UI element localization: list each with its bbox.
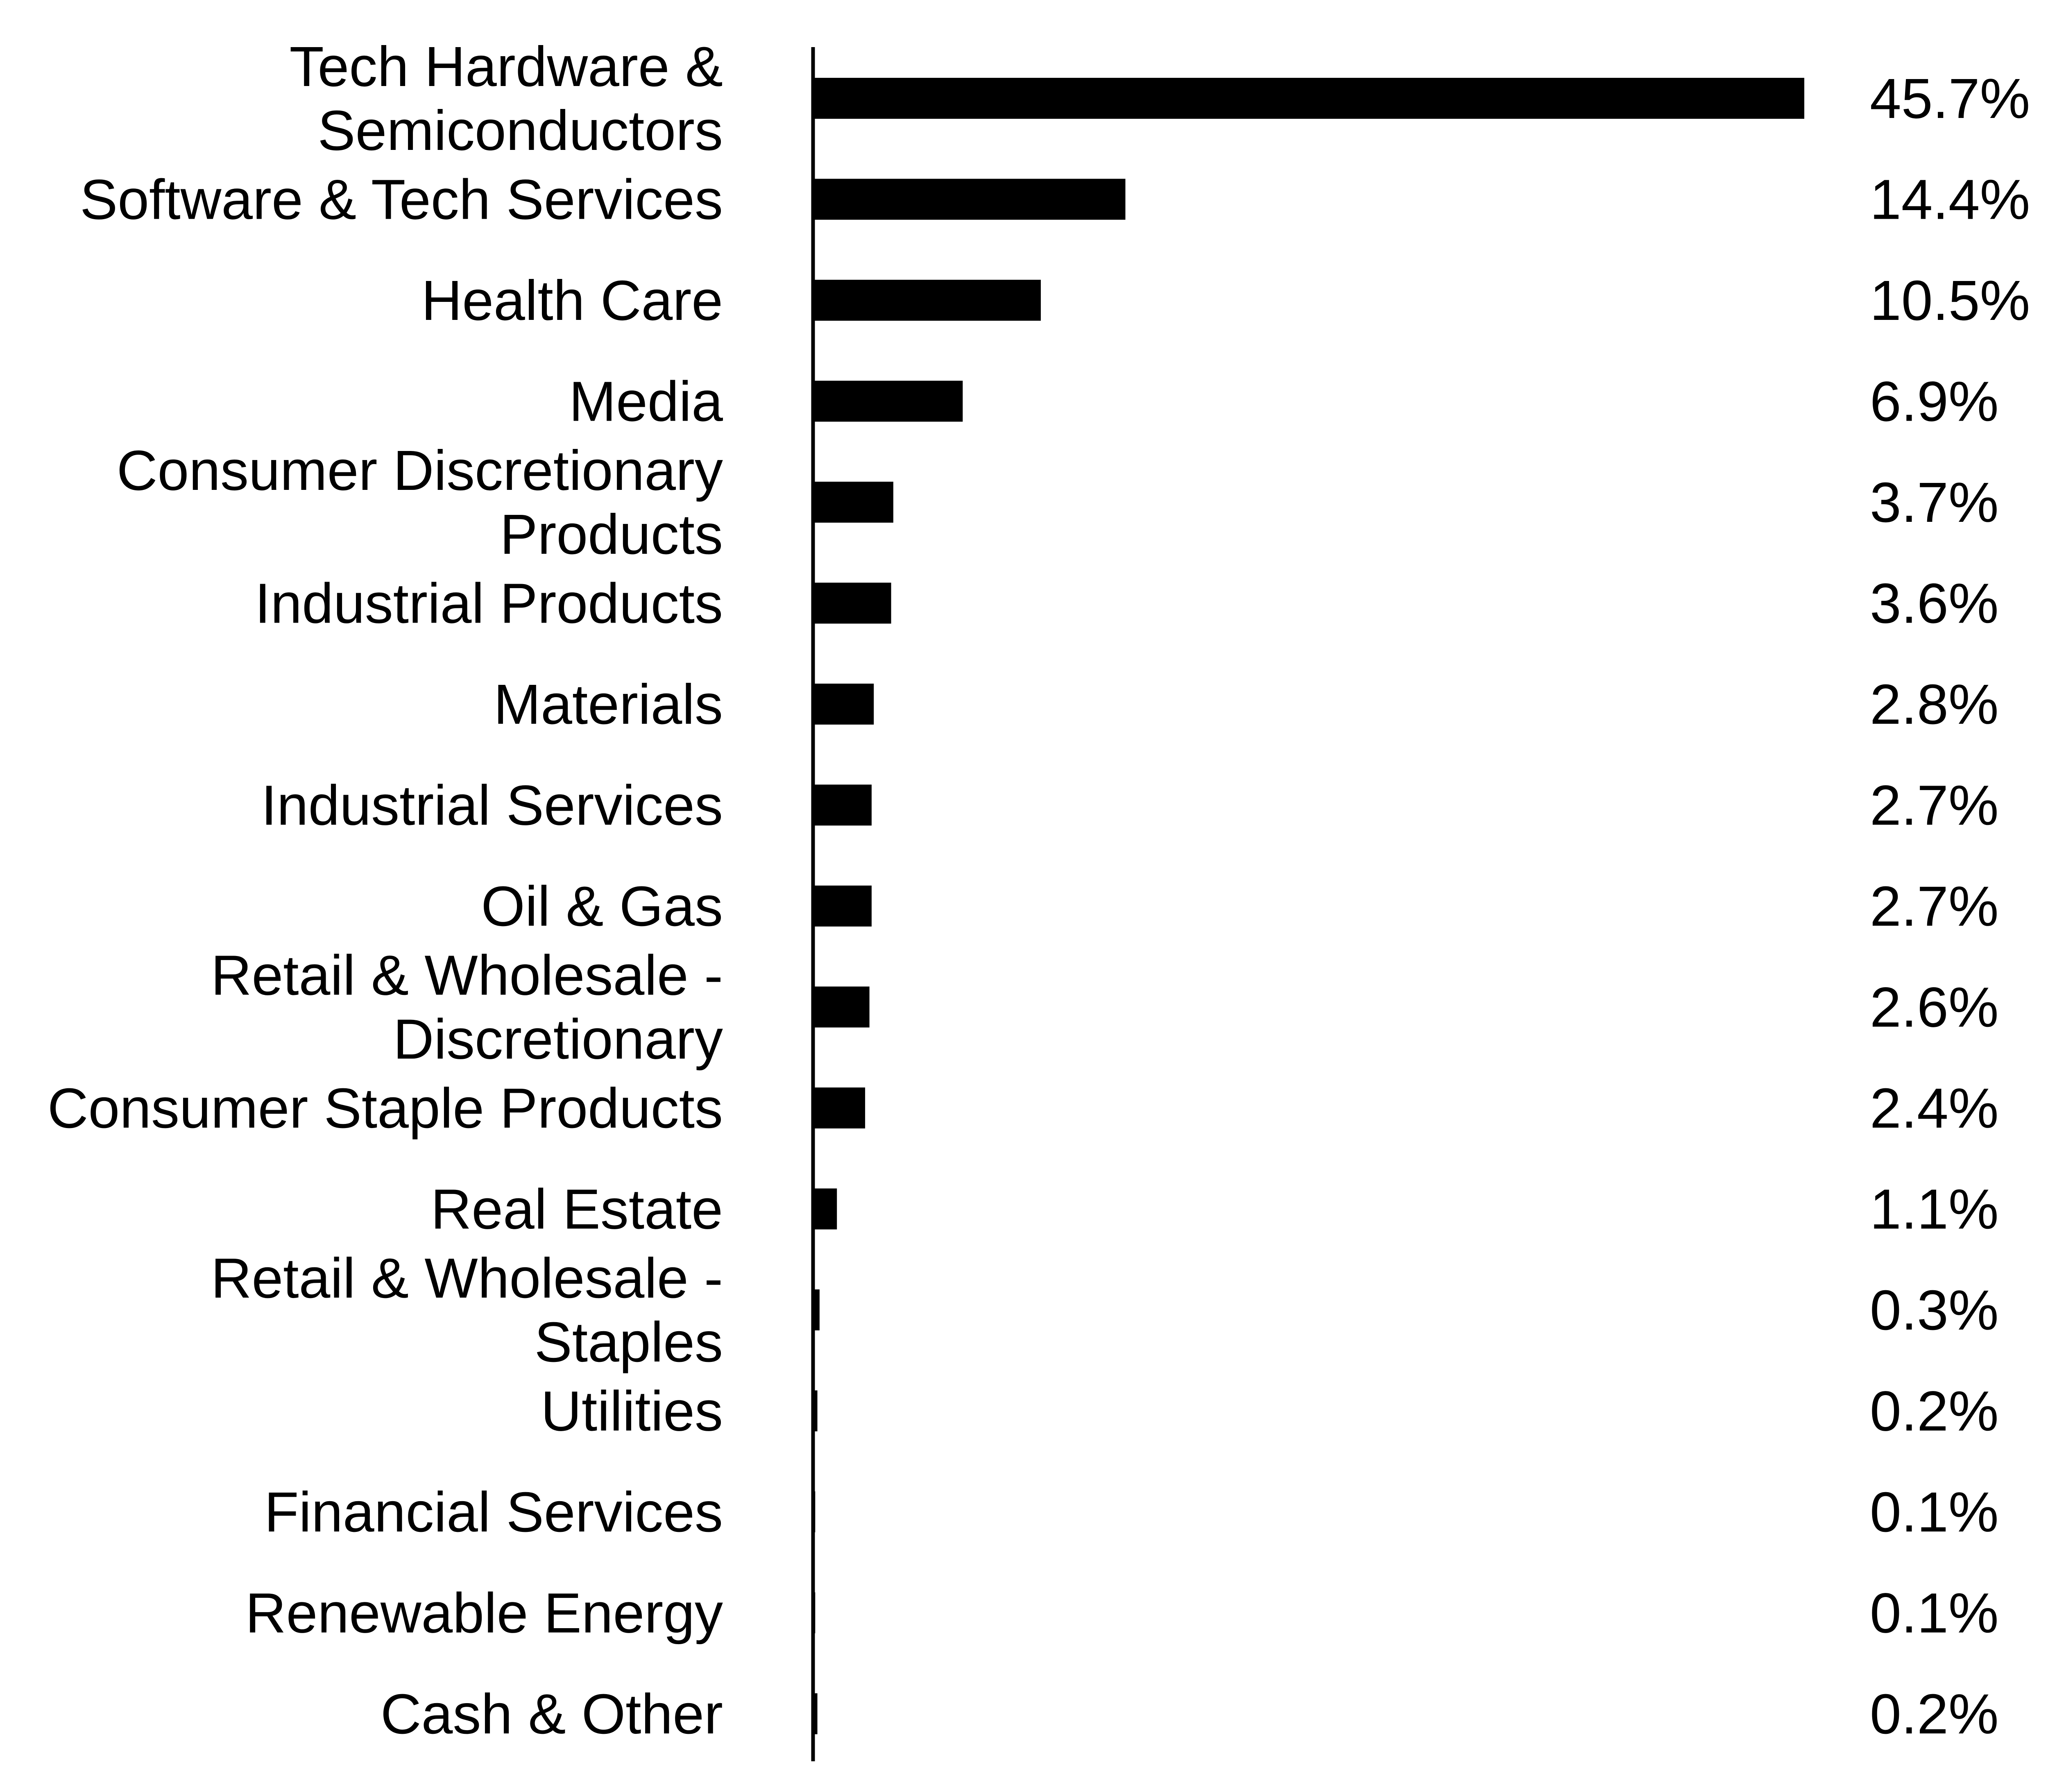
category-label-line: Consumer Discretionary xyxy=(117,439,723,502)
category-label-line: Retail & Wholesale - xyxy=(211,944,723,1007)
category-label-10: Consumer Staple Products xyxy=(48,1077,723,1140)
category-label-line: Retail & Wholesale - xyxy=(211,1247,723,1310)
value-label-13: 0.2% xyxy=(1870,1380,1999,1443)
bar-9 xyxy=(813,986,870,1028)
category-label-line: Health Care xyxy=(421,269,723,332)
category-label-0: Tech Hardware & Semiconductors xyxy=(290,35,723,162)
bar-10 xyxy=(813,1087,865,1128)
bars xyxy=(813,78,1804,1734)
value-label-12: 0.3% xyxy=(1870,1279,1999,1342)
category-label-line: Cash & Other xyxy=(381,1683,723,1746)
value-label-1: 14.4% xyxy=(1870,168,2030,231)
bar-13 xyxy=(813,1390,818,1432)
category-label-line: Staples xyxy=(535,1311,723,1374)
category-label-line: Oil & Gas xyxy=(481,875,723,938)
bar-5 xyxy=(813,582,891,624)
value-label-16: 0.2% xyxy=(1870,1683,1999,1746)
bar-6 xyxy=(813,684,874,725)
bar-7 xyxy=(813,784,872,826)
category-label-3: Media xyxy=(569,370,723,433)
category-label-line: Media xyxy=(569,370,723,433)
value-label-0: 45.7% xyxy=(1870,67,2030,130)
value-label-15: 0.1% xyxy=(1870,1582,1999,1645)
category-label-line: Semiconductors xyxy=(318,99,723,162)
value-label-2: 10.5% xyxy=(1870,269,2030,332)
category-label-line: Materials xyxy=(494,673,723,736)
value-label-7: 2.7% xyxy=(1870,774,1999,837)
value-label-5: 3.6% xyxy=(1870,572,1999,635)
bar-11 xyxy=(813,1188,837,1230)
value-label-10: 2.4% xyxy=(1870,1077,1999,1140)
category-label-line: Industrial Products xyxy=(255,572,723,635)
category-label-line: Consumer Staple Products xyxy=(48,1077,723,1140)
value-labels: 45.7% 14.4% 10.5% 6.9% 3.7% 3.6% 2.8% 2.7% 2.7% 2… xyxy=(1870,67,2030,1746)
category-label-9: Retail & Wholesale -Discretionary xyxy=(211,944,723,1071)
category-label-2: Health Care xyxy=(421,269,723,332)
bar-0 xyxy=(813,78,1804,119)
bar-2 xyxy=(813,280,1041,321)
category-label-16: Cash & Other xyxy=(381,1683,723,1746)
category-label-line: Renewable Energy xyxy=(245,1582,723,1645)
category-label-4: Consumer Discretionary Products xyxy=(117,439,723,566)
category-label-line: Software & Tech Services xyxy=(80,168,723,231)
value-label-9: 2.6% xyxy=(1870,976,1999,1039)
value-label-3: 6.9% xyxy=(1870,370,1999,433)
bar-3 xyxy=(813,381,963,422)
category-label-line: Tech Hardware & xyxy=(290,35,723,98)
category-label-8: Oil & Gas xyxy=(481,875,723,938)
category-label-1: Software & Tech Services xyxy=(80,168,723,231)
category-label-14: Financial Services xyxy=(264,1481,723,1544)
category-label-line: Financial Services xyxy=(264,1481,723,1544)
category-label-line: Industrial Services xyxy=(261,774,723,837)
category-label-5: Industrial Products xyxy=(255,572,723,635)
value-label-8: 2.7% xyxy=(1870,875,1999,938)
category-label-7: Industrial Services xyxy=(261,774,723,837)
category-label-line: Discretionary xyxy=(393,1008,723,1071)
category-label-line: Products xyxy=(500,503,723,566)
value-label-14: 0.1% xyxy=(1870,1481,1999,1544)
value-label-6: 2.8% xyxy=(1870,673,1999,736)
category-label-line: Utilities xyxy=(541,1380,723,1443)
category-label-15: Renewable Energy xyxy=(245,1582,723,1645)
value-label-4: 3.7% xyxy=(1870,471,1999,534)
bar-8 xyxy=(813,886,872,927)
bar-4 xyxy=(813,482,893,523)
category-label-12: Retail & Wholesale -Staples xyxy=(211,1247,723,1374)
category-label-13: Utilities xyxy=(541,1380,723,1443)
bar-1 xyxy=(813,179,1126,220)
category-label-6: Materials xyxy=(494,673,723,736)
bar-16 xyxy=(813,1693,818,1734)
category-label-line: Real Estate xyxy=(431,1178,723,1241)
category-label-11: Real Estate xyxy=(431,1178,723,1241)
value-label-11: 1.1% xyxy=(1870,1178,1999,1241)
